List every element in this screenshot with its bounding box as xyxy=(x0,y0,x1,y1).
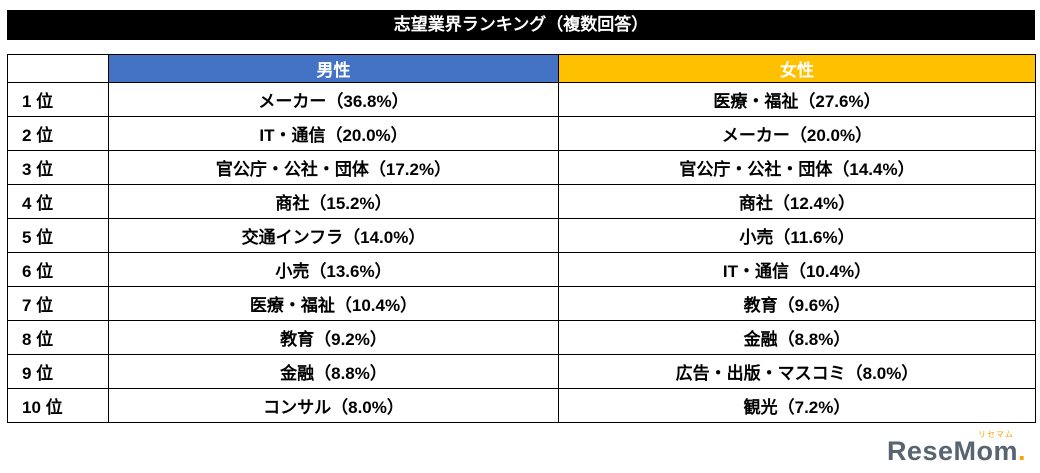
resemom-logo-furigana: リセマム xyxy=(978,430,1014,439)
table-row: 1 位 メーカー（36.8%） 医療・福祉（27.6%） xyxy=(7,82,1036,117)
female-value-cell: 観光（7.2%） xyxy=(558,388,1036,423)
male-value-cell: 教育（9.2%） xyxy=(108,320,559,355)
male-value-cell: 小売（13.6%） xyxy=(108,252,559,287)
female-value-cell: IT・通信（10.4%） xyxy=(558,252,1036,287)
table-row: 10 位 コンサル（8.0%） 観光（7.2%） xyxy=(7,388,1036,423)
ranking-table: 男性 女性 1 位 メーカー（36.8%） 医療・福祉（27.6%） 2 位 I… xyxy=(7,54,1036,423)
female-value-cell: 小売（11.6%） xyxy=(558,218,1036,253)
female-value-cell: 商社（12.4%） xyxy=(558,184,1036,219)
rank-header-cell xyxy=(7,54,109,83)
rank-cell: 5 位 xyxy=(7,218,109,253)
table-row: 5 位 交通インフラ（14.0%） 小売（11.6%） xyxy=(7,218,1036,253)
rank-cell: 4 位 xyxy=(7,184,109,219)
rank-cell: 1 位 xyxy=(7,82,109,117)
resemom-logo-rese: Rese xyxy=(886,436,954,466)
table-row: 2 位 IT・通信（20.0%） メーカー（20.0%） xyxy=(7,116,1036,151)
resemom-logo: リセマム ReseMom. xyxy=(886,431,1026,466)
female-value-cell: 広告・出版・マスコミ（8.0%） xyxy=(558,354,1036,389)
female-value-cell: 金融（8.8%） xyxy=(558,320,1036,355)
male-header-cell: 男性 xyxy=(108,54,559,83)
rank-cell: 6 位 xyxy=(7,252,109,287)
table-row: 9 位 金融（8.8%） 広告・出版・マスコミ（8.0%） xyxy=(7,354,1036,389)
female-header-cell: 女性 xyxy=(558,54,1036,83)
table-row: 3 位 官公庁・公社・団体（17.2%） 官公庁・公社・団体（14.4%） xyxy=(7,150,1036,185)
male-value-cell: 商社（15.2%） xyxy=(108,184,559,219)
male-value-cell: メーカー（36.8%） xyxy=(108,82,559,117)
ranking-table-container: 志望業界ランキング（複数回答） 男性 女性 1 位 メーカー（36.8%） 医療… xyxy=(7,10,1036,423)
table-title: 志望業界ランキング（複数回答） xyxy=(7,10,1035,40)
rank-cell: 7 位 xyxy=(7,286,109,321)
table-row: 4 位 商社（15.2%） 商社（12.4%） xyxy=(7,184,1036,219)
male-value-cell: 金融（8.8%） xyxy=(108,354,559,389)
female-value-cell: メーカー（20.0%） xyxy=(558,116,1036,151)
resemom-logo-dot: . xyxy=(1017,436,1026,466)
male-value-cell: 官公庁・公社・団体（17.2%） xyxy=(108,150,559,185)
male-value-cell: 交通インフラ（14.0%） xyxy=(108,218,559,253)
rank-cell: 3 位 xyxy=(7,150,109,185)
header-row: 男性 女性 xyxy=(7,54,1036,83)
resemom-logo-mom: Mom xyxy=(953,436,1018,466)
female-value-cell: 教育（9.6%） xyxy=(558,286,1036,321)
female-value-cell: 医療・福祉（27.6%） xyxy=(558,82,1036,117)
male-value-cell: IT・通信（20.0%） xyxy=(108,116,559,151)
rank-cell: 10 位 xyxy=(7,388,109,423)
table-row: 8 位 教育（9.2%） 金融（8.8%） xyxy=(7,320,1036,355)
table-row: 6 位 小売（13.6%） IT・通信（10.4%） xyxy=(7,252,1036,287)
rank-cell: 9 位 xyxy=(7,354,109,389)
rank-cell: 2 位 xyxy=(7,116,109,151)
table-row: 7 位 医療・福祉（10.4%） 教育（9.6%） xyxy=(7,286,1036,321)
female-value-cell: 官公庁・公社・団体（14.4%） xyxy=(558,150,1036,185)
male-value-cell: コンサル（8.0%） xyxy=(108,388,559,423)
rank-cell: 8 位 xyxy=(7,320,109,355)
male-value-cell: 医療・福祉（10.4%） xyxy=(108,286,559,321)
